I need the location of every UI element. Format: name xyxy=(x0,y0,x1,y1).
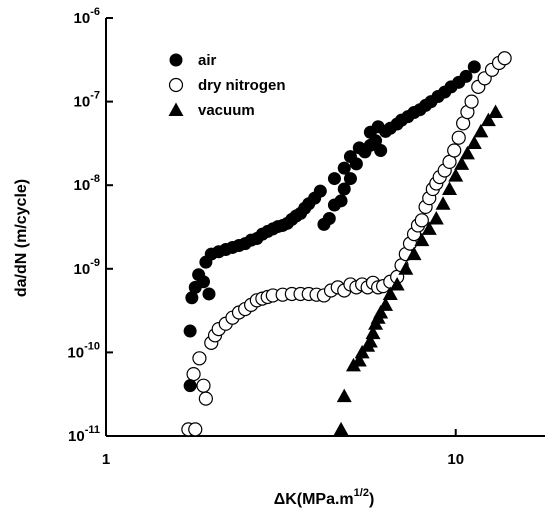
data-point xyxy=(337,161,351,175)
data-point xyxy=(196,378,211,393)
y-tick-label-base: 10 xyxy=(68,428,85,445)
data-point xyxy=(421,221,437,235)
y-tick-label: 10-10 xyxy=(67,340,100,361)
legend-marker xyxy=(168,77,184,93)
data-point xyxy=(337,182,351,196)
series-dry-nitrogen xyxy=(181,51,512,437)
data-point xyxy=(447,143,462,158)
y-tick-label-base: 10 xyxy=(74,10,91,27)
data-point xyxy=(473,123,489,138)
data-point xyxy=(186,367,201,382)
y-tick-label: 10-11 xyxy=(68,424,100,445)
data-point xyxy=(466,135,482,149)
x-axis-title: ΔK(MPa.m1/2) xyxy=(274,487,375,508)
data-point xyxy=(343,172,357,186)
data-point xyxy=(334,194,348,208)
data-marks xyxy=(181,51,512,437)
data-point xyxy=(365,325,381,340)
data-point xyxy=(313,184,327,198)
x-axis-title-close: ) xyxy=(369,491,374,508)
data-point xyxy=(459,69,473,83)
data-point xyxy=(327,172,341,186)
axes xyxy=(105,18,545,437)
y-tick-label: 10-9 xyxy=(74,257,100,278)
data-point xyxy=(369,134,383,148)
data-point xyxy=(373,305,389,319)
y-tick-label: 10-7 xyxy=(74,90,100,111)
data-point xyxy=(351,353,367,367)
x-tick-label: 10 xyxy=(447,451,464,468)
data-point xyxy=(488,104,504,119)
y-axis-title: da/dN (m/cycle) xyxy=(13,179,30,297)
data-point xyxy=(480,112,496,127)
y-tick-label-exponent: -7 xyxy=(90,90,100,102)
data-point xyxy=(333,421,349,436)
x-axis-title-main: ΔK(MPa.m xyxy=(274,491,354,508)
data-point xyxy=(414,232,430,247)
data-point xyxy=(202,287,216,301)
y-tick-label-base: 10 xyxy=(74,94,91,111)
data-point xyxy=(428,210,444,225)
data-point xyxy=(467,60,481,74)
legend-label: air xyxy=(198,52,217,69)
y-tick-label-base: 10 xyxy=(67,344,84,361)
data-point xyxy=(454,156,470,170)
series-vacuum xyxy=(333,104,504,436)
series-air xyxy=(183,60,481,393)
data-point xyxy=(374,144,388,158)
data-point xyxy=(322,211,336,225)
data-point xyxy=(349,157,363,171)
y-tick-label-exponent: -6 xyxy=(90,6,100,18)
x-axis-title-superscript: 1/2 xyxy=(354,487,369,499)
y-tick-label-base: 10 xyxy=(74,177,91,194)
data-point xyxy=(378,297,394,311)
y-tick-label-base: 10 xyxy=(74,261,91,278)
y-tick-label-exponent: -10 xyxy=(84,340,100,352)
data-point xyxy=(196,275,210,289)
data-point xyxy=(192,351,207,366)
data-point xyxy=(183,324,197,338)
legend-marker xyxy=(168,102,184,116)
data-point xyxy=(382,286,398,300)
y-tick-label: 10-8 xyxy=(74,173,100,194)
data-point xyxy=(435,196,451,210)
data-point xyxy=(459,145,475,160)
data-point xyxy=(188,422,203,437)
data-point xyxy=(442,181,458,196)
y-tick-label-exponent: -9 xyxy=(90,257,100,269)
y-tick-label-exponent: -8 xyxy=(90,173,100,185)
data-point xyxy=(198,391,213,406)
legend: air dry nitrogen vacuum xyxy=(168,52,286,119)
data-point xyxy=(183,379,197,393)
legend-label: dry nitrogen xyxy=(198,77,286,94)
y-tick-label-exponent: -11 xyxy=(85,424,100,436)
data-point xyxy=(406,246,422,261)
legend-label: vacuum xyxy=(198,102,255,119)
data-point xyxy=(362,334,378,348)
data-point xyxy=(414,213,429,228)
y-tick-label: 10-6 xyxy=(74,6,100,27)
data-point xyxy=(336,388,352,403)
data-point xyxy=(448,168,464,182)
x-tick-label: 1 xyxy=(102,451,110,468)
data-point xyxy=(451,130,466,145)
data-point xyxy=(398,261,414,275)
legend-marker xyxy=(169,53,183,67)
data-point xyxy=(185,291,199,305)
data-point xyxy=(464,94,479,109)
data-point xyxy=(389,276,405,291)
data-point xyxy=(497,51,512,66)
